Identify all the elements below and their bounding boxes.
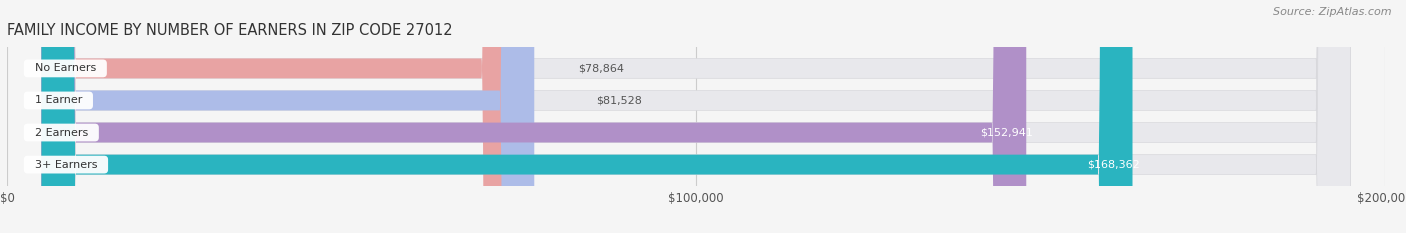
FancyBboxPatch shape [41,0,516,233]
Text: $168,362: $168,362 [1087,160,1139,170]
Text: No Earners: No Earners [28,63,103,73]
Text: $81,528: $81,528 [596,96,643,106]
FancyBboxPatch shape [41,0,1351,233]
FancyBboxPatch shape [41,0,1351,233]
FancyBboxPatch shape [41,0,1351,233]
Text: $78,864: $78,864 [578,63,624,73]
Text: FAMILY INCOME BY NUMBER OF EARNERS IN ZIP CODE 27012: FAMILY INCOME BY NUMBER OF EARNERS IN ZI… [7,24,453,38]
FancyBboxPatch shape [41,0,1026,233]
FancyBboxPatch shape [41,0,534,233]
Text: Source: ZipAtlas.com: Source: ZipAtlas.com [1274,7,1392,17]
FancyBboxPatch shape [41,0,1351,233]
Text: 1 Earner: 1 Earner [28,96,89,106]
FancyBboxPatch shape [41,0,1132,233]
Text: 2 Earners: 2 Earners [28,127,96,137]
Text: 3+ Earners: 3+ Earners [28,160,104,170]
Text: $152,941: $152,941 [980,127,1033,137]
